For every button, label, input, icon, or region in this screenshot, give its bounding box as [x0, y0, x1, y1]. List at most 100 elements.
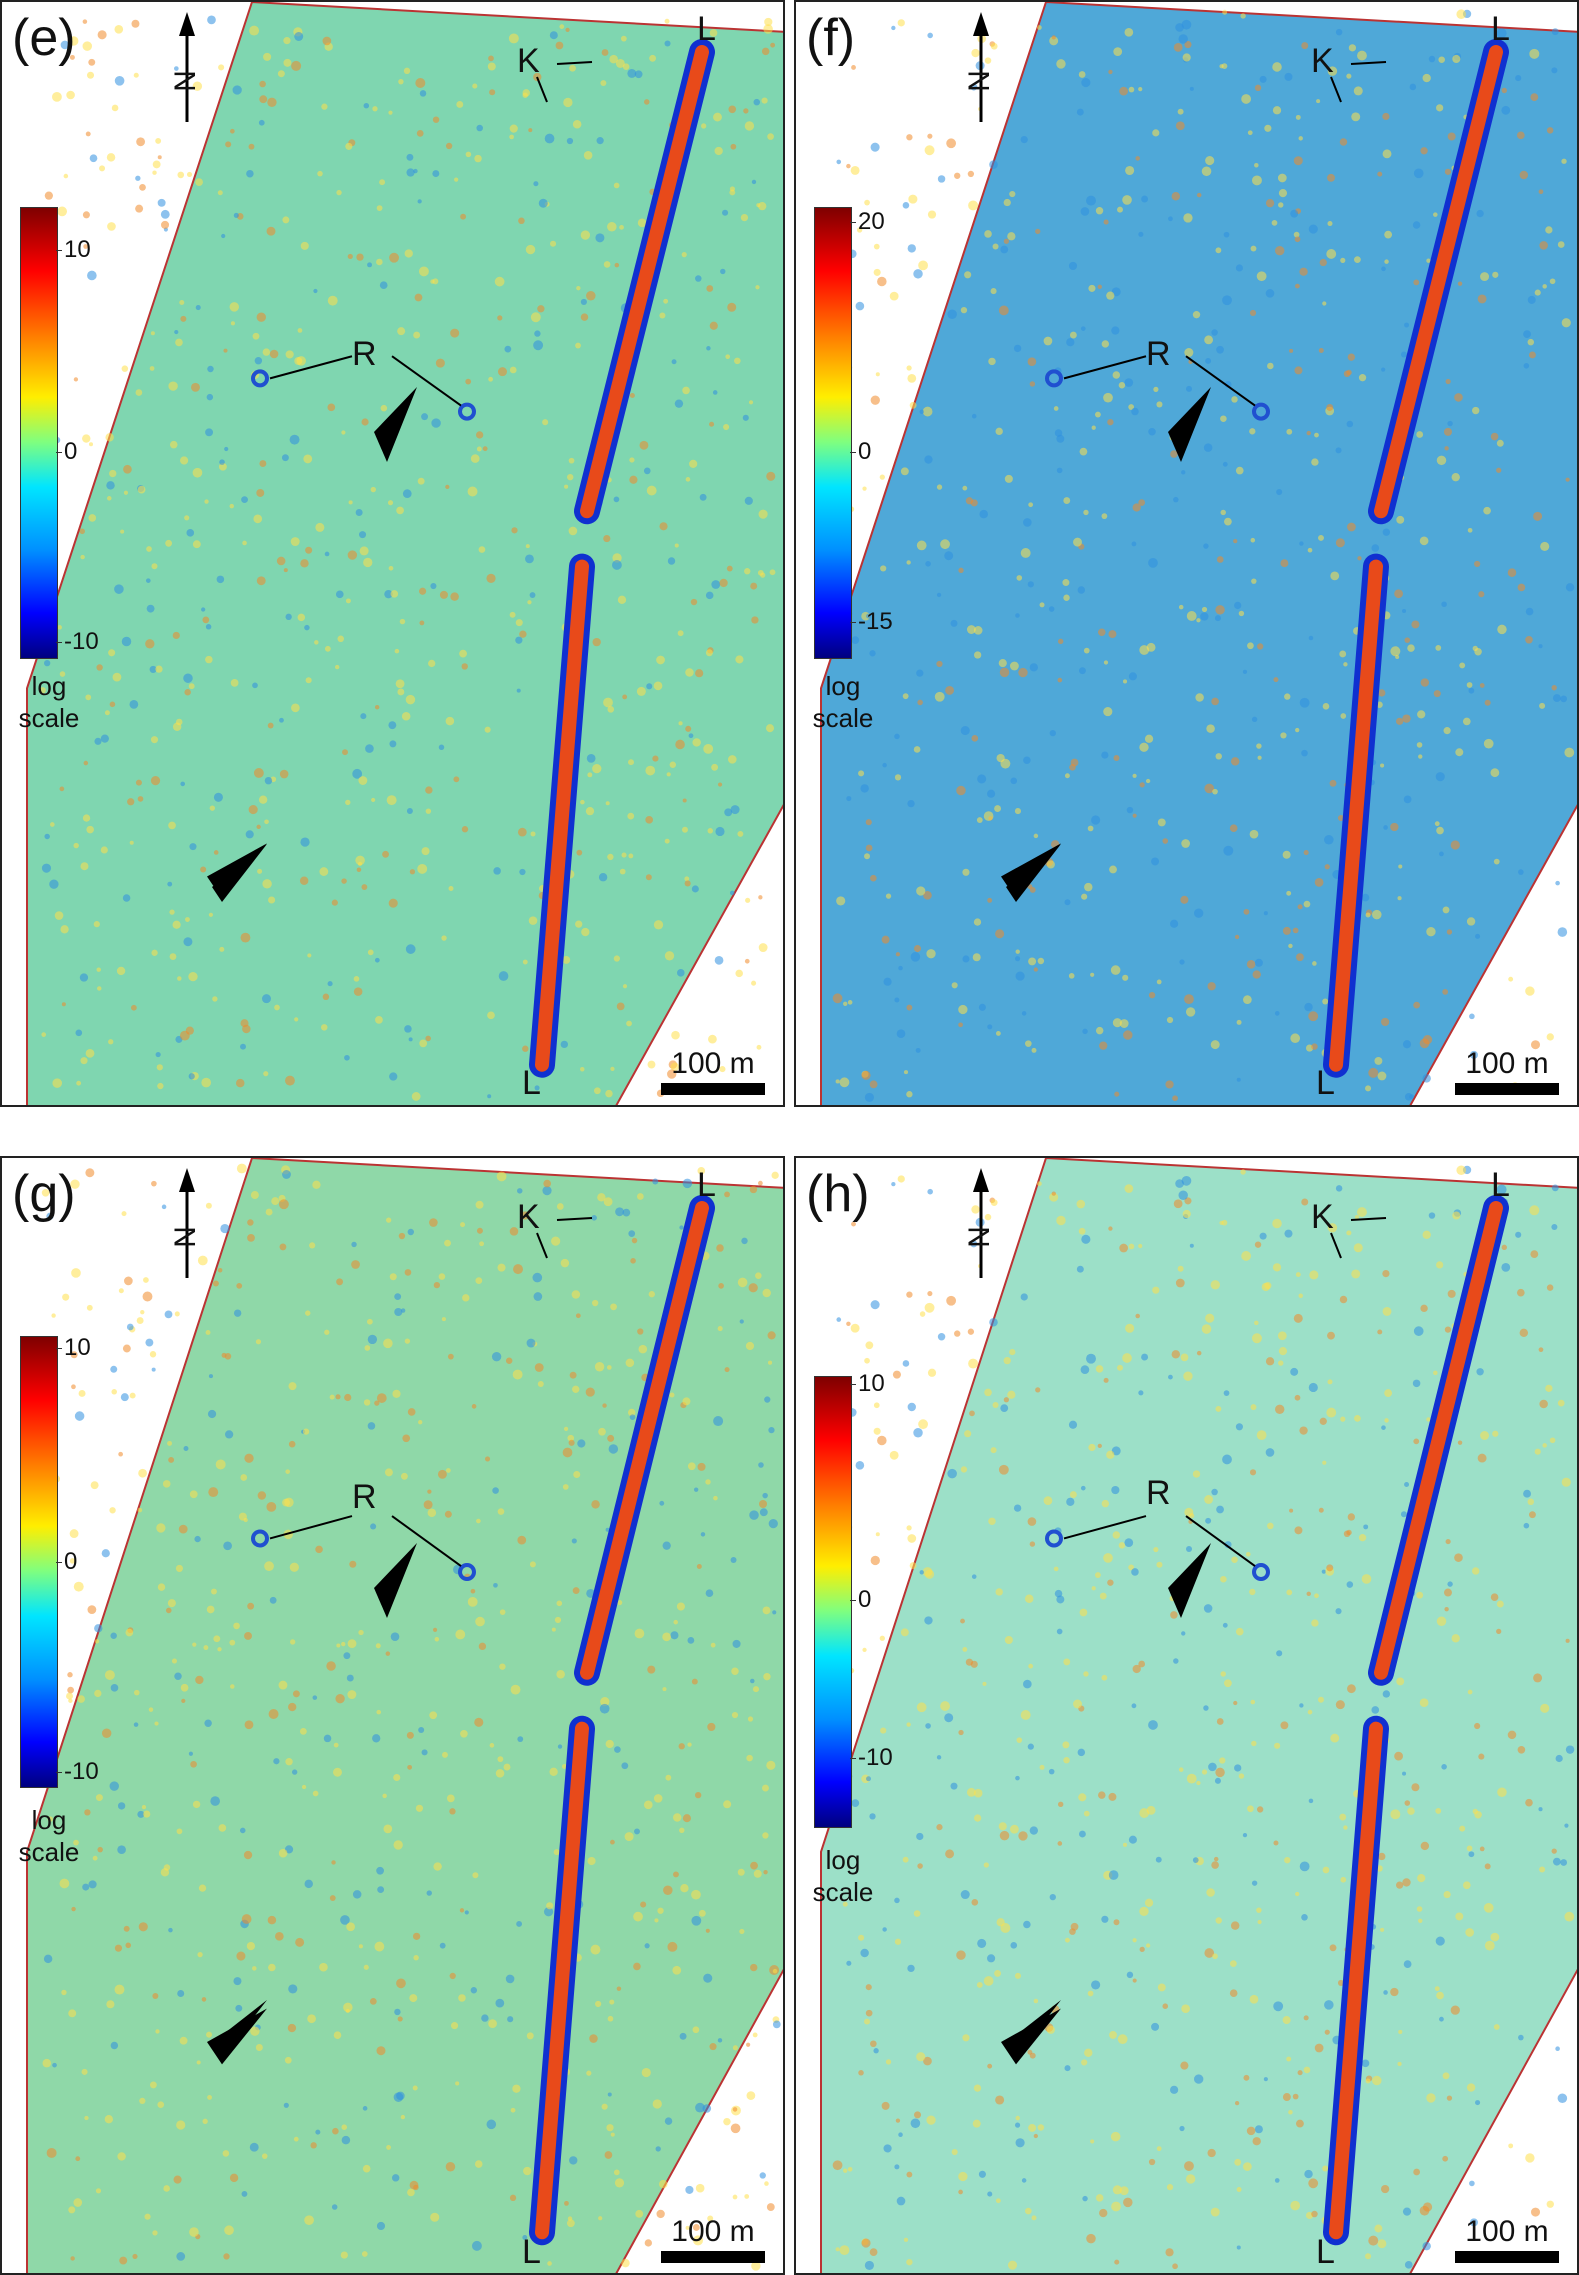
marker-l-bottom: L — [1316, 1064, 1335, 1102]
scale-bar: 100 m — [1455, 1047, 1559, 1095]
linear-feature — [1374, 1201, 1503, 1680]
colorbar-unit: log scale — [812, 671, 874, 733]
pointer-arrow — [1063, 1515, 1147, 1540]
colorbar-unit: log scale — [812, 1845, 874, 1907]
ring-feature — [251, 369, 269, 388]
linear-feature — [1329, 559, 1383, 1072]
arrowhead-icon — [1168, 1543, 1211, 1618]
marker-l-top: L — [697, 1166, 716, 1204]
arrowhead-icon — [207, 843, 267, 899]
pointer-arrow — [1330, 76, 1342, 103]
north-arrow-icon — [973, 12, 989, 122]
scale-bar: 100 m — [661, 1047, 765, 1095]
colorbar-tick: 0 — [858, 438, 872, 465]
pointer-arrow — [1185, 355, 1256, 407]
linear-feature — [580, 45, 709, 519]
north-arrow-icon — [179, 1168, 195, 1278]
marker-r: R — [352, 1478, 377, 1516]
colorbar — [814, 1376, 852, 1828]
map-image-g — [26, 1158, 783, 2273]
marker-l-bottom: L — [522, 2233, 541, 2271]
arrowhead-icon — [207, 2008, 267, 2065]
colorbar-tick: 10 — [64, 236, 91, 263]
colorbar-tick: -10 — [858, 1744, 893, 1771]
ring-feature — [251, 1529, 269, 1548]
colorbar — [814, 207, 852, 659]
ring-feature — [1252, 1563, 1270, 1582]
colorbar-tick: -15 — [858, 608, 893, 635]
pointer-arrow — [1350, 1217, 1387, 1221]
north-label: N — [168, 1226, 202, 1248]
pointer-arrow — [391, 1515, 462, 1567]
colorbar — [20, 1336, 58, 1788]
arrowhead-icon — [1168, 387, 1211, 462]
ring-feature — [1252, 402, 1270, 421]
colorbar-tick: 10 — [858, 1370, 885, 1397]
colorbar-tick: 0 — [64, 1548, 78, 1575]
pointer-arrow — [556, 1217, 593, 1221]
colorbar-tick: 10 — [64, 1334, 91, 1361]
pointer-arrow — [536, 76, 548, 103]
linear-feature — [535, 559, 589, 1072]
marker-l-top: L — [1491, 10, 1510, 48]
arrowhead-icon — [1001, 843, 1061, 899]
colorbar-tick: 0 — [858, 1586, 872, 1613]
colorbar — [20, 207, 58, 659]
marker-k: K — [517, 1198, 540, 1236]
texture — [832, 1165, 1575, 2270]
linear-feature — [1329, 1721, 1383, 2240]
panel-label: (e) — [12, 9, 76, 67]
map-image-e — [26, 2, 783, 1105]
scale-bar: 100 m — [1455, 2215, 1559, 2263]
map-image-f — [820, 2, 1577, 1105]
marker-k: K — [1311, 42, 1334, 80]
north-label: N — [168, 70, 202, 92]
colorbar-tick: 20 — [858, 208, 885, 235]
scale-bar: 100 m — [661, 2215, 765, 2263]
marker-l-top: L — [1491, 1166, 1510, 1204]
map-image-h — [820, 1158, 1577, 2273]
arrowhead-icon — [1001, 2008, 1061, 2065]
marker-l-bottom: L — [1316, 2233, 1335, 2271]
marker-k: K — [1311, 1198, 1334, 1236]
arrowhead-icon — [374, 1543, 417, 1618]
colorbar-tick: -10 — [64, 1758, 99, 1785]
ring-feature — [1045, 1529, 1063, 1548]
marker-r: R — [1146, 335, 1171, 373]
north-arrow-icon — [179, 12, 195, 122]
panel-e: (e) N 10 0 -10 log scale R K L L 100 m — [0, 0, 785, 1107]
colorbar-unit: log scale — [18, 671, 80, 733]
marker-r: R — [352, 335, 377, 373]
linear-feature — [1374, 45, 1503, 519]
panel-g: (g) N 10 0 -10 log scale R K L L 100 m — [0, 1156, 785, 2275]
ring-feature — [1045, 369, 1063, 388]
north-label: N — [962, 70, 996, 92]
texture — [39, 15, 776, 1101]
survey-area — [820, 2, 1577, 1105]
north-arrow-icon — [973, 1168, 989, 1278]
north-label: N — [962, 1226, 996, 1248]
panel-label: (g) — [12, 1165, 76, 1223]
panel-label: (h) — [806, 1165, 870, 1223]
marker-k: K — [517, 42, 540, 80]
marker-r: R — [1146, 1474, 1171, 1512]
pointer-arrow — [1185, 1515, 1256, 1567]
colorbar-tick: 0 — [64, 438, 78, 465]
pointer-arrow — [536, 1232, 548, 1259]
survey-area — [26, 2, 783, 1105]
arrowhead-icon — [374, 387, 417, 462]
texture — [38, 1163, 781, 2271]
linear-feature — [535, 1721, 589, 2240]
colorbar-unit: log scale — [18, 1805, 80, 1867]
panel-label: (f) — [806, 9, 856, 67]
pointer-arrow — [1330, 1232, 1342, 1259]
pointer-arrow — [391, 355, 462, 407]
marker-l-top: L — [697, 10, 716, 48]
linear-feature — [580, 1201, 709, 1680]
pointer-arrow — [269, 1515, 353, 1540]
panel-f: (f) N 20 0 -15 log scale R K L L 100 m — [794, 0, 1579, 1107]
pointer-arrow — [1350, 61, 1387, 65]
survey-area — [820, 1158, 1577, 2273]
marker-l-bottom: L — [522, 1064, 541, 1102]
ring-feature — [458, 1563, 476, 1582]
